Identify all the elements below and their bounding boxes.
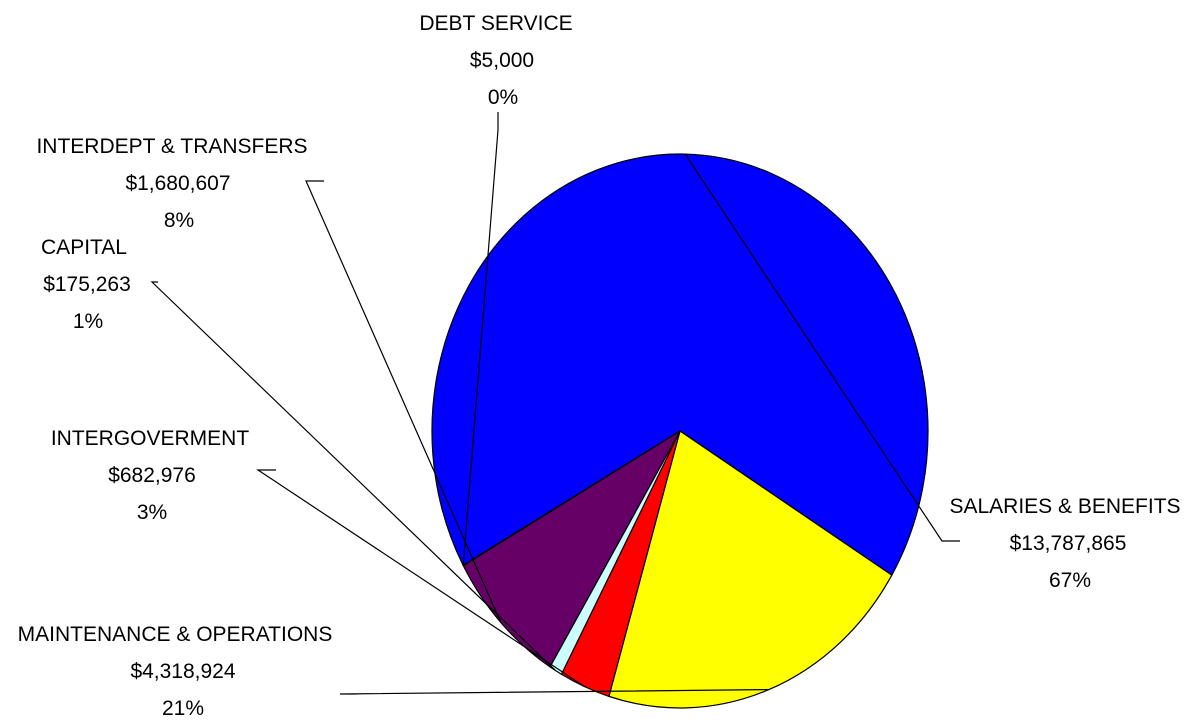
slice-label-maintenance-operations: MAINTENANCE & OPERATIONS $4,318,924 21% [18, 623, 333, 720]
label-percent: 3% [137, 501, 167, 524]
slice-label-intergoverment: INTERGOVERMENT $682,976 3% [51, 427, 250, 524]
label-percent: 21% [162, 697, 204, 720]
label-amount: $682,976 [108, 464, 196, 487]
slice-label-salaries-benefits: SALARIES & BENEFITS $13,787,865 67% [949, 495, 1180, 592]
leader-line-capital [150, 281, 557, 672]
leader-line-maintenance-operations [339, 689, 769, 695]
label-name: MAINTENANCE & OPERATIONS [18, 623, 333, 646]
label-name: INTERGOVERMENT [51, 427, 250, 450]
label-percent: 8% [164, 209, 194, 232]
label-percent: 67% [1049, 569, 1091, 592]
pie-slice-maintenance-operations [608, 430, 893, 709]
label-percent: 1% [73, 310, 103, 333]
label-amount: $4,318,924 [130, 660, 235, 683]
slice-label-interdept-transfers: INTERDEPT & TRANSFERS $1,680,607 8% [36, 135, 307, 232]
label-amount: $1,680,607 [125, 172, 230, 195]
label-name: INTERDEPT & TRANSFERS [36, 135, 307, 158]
label-name: SALARIES & BENEFITS [949, 495, 1180, 518]
label-amount: $5,000 [470, 49, 534, 72]
leader-line-intergoverment [256, 469, 586, 688]
leader-lines [150, 112, 960, 695]
pie-slices [431, 153, 929, 709]
label-percent: 0% [488, 86, 518, 109]
pie-slice-salaries-benefits [431, 153, 929, 576]
label-amount: $13,787,865 [1010, 532, 1127, 555]
label-amount: $175,263 [43, 273, 131, 296]
slice-label-debt-service: DEBT SERVICE $5,000 0% [419, 12, 572, 109]
leader-line-debt-service [462, 112, 499, 566]
leader-line-salaries-benefits [684, 153, 960, 542]
label-name: DEBT SERVICE [419, 12, 572, 35]
leader-line-interdept-transfers [305, 180, 502, 623]
slice-label-capital: CAPITAL $175,263 1% [41, 236, 131, 333]
label-name: CAPITAL [41, 236, 127, 259]
